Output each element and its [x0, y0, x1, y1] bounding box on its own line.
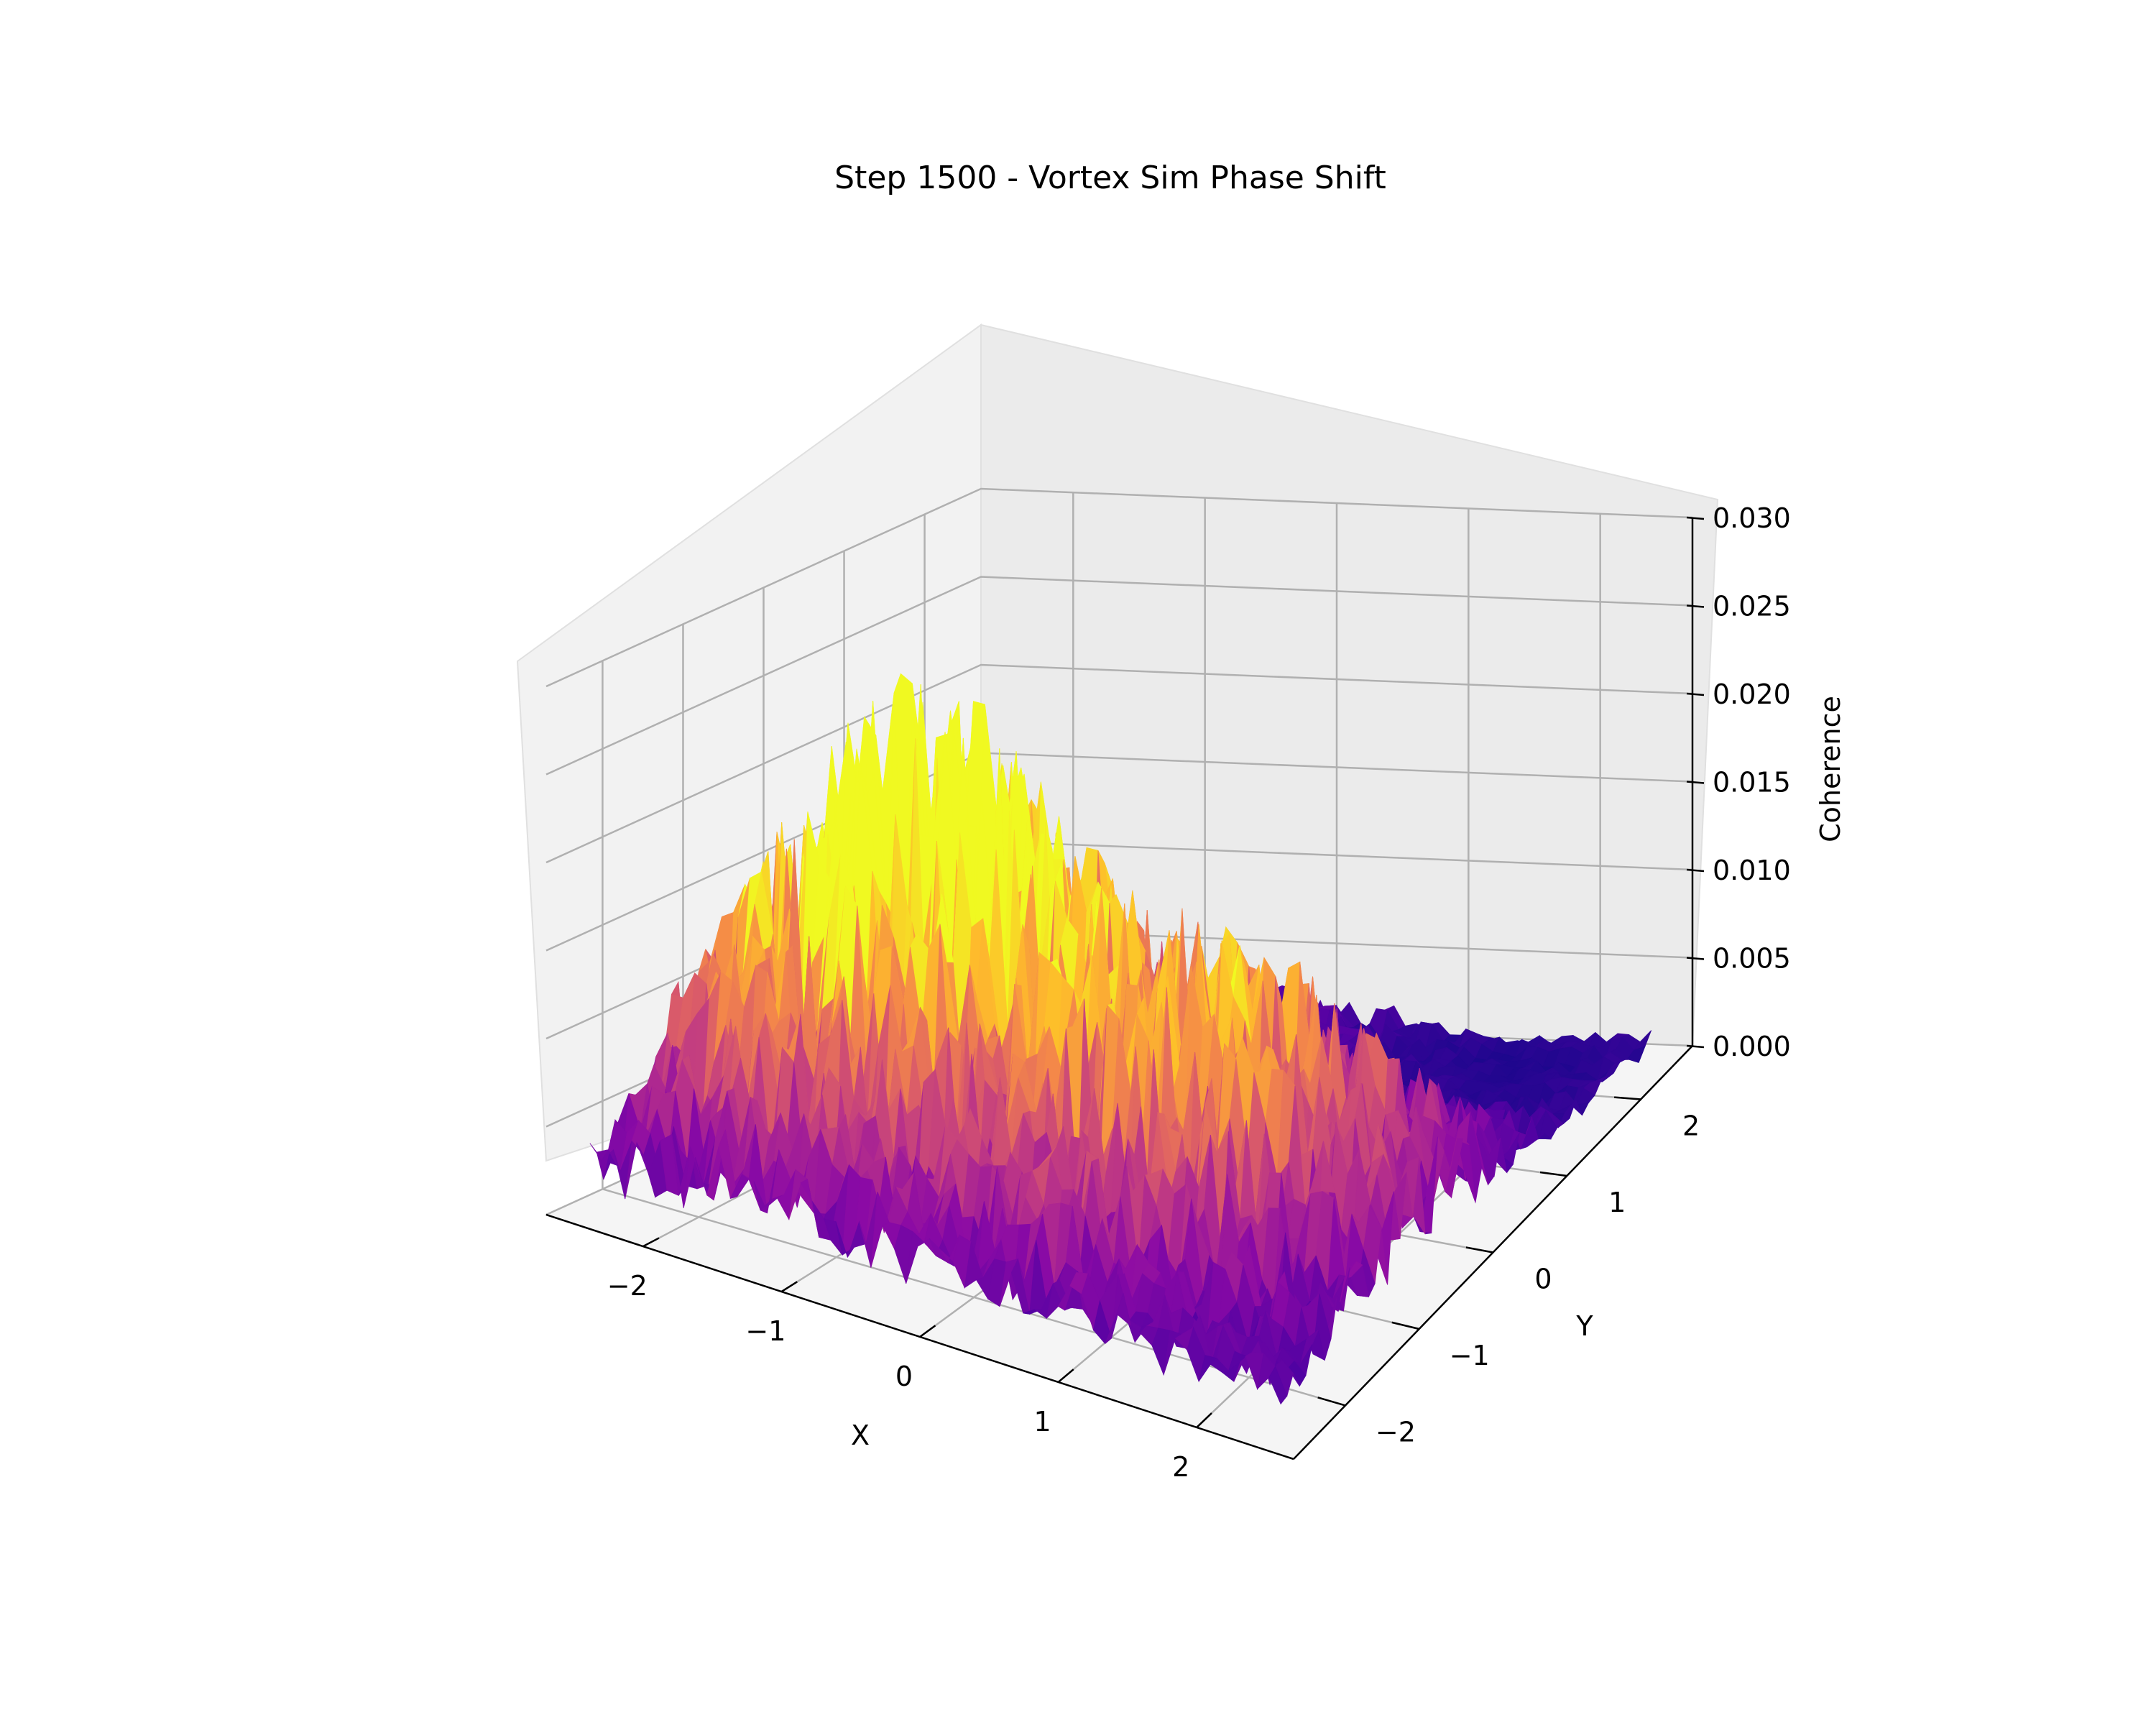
z-tick [1686, 781, 1705, 784]
y-tick [1317, 1397, 1346, 1407]
chart-title: Step 1500 - Vortex Sim Phase Shift [834, 160, 1386, 196]
y-tick [1391, 1321, 1420, 1330]
z-tick [1686, 1044, 1705, 1049]
x-tick [780, 1281, 798, 1293]
x-tick-label: −1 [745, 1315, 786, 1347]
z-axis-label: Coherence [1815, 696, 1846, 842]
x-tick-label: 2 [1172, 1451, 1189, 1483]
z-tick [1686, 868, 1705, 873]
y-tick [1465, 1246, 1493, 1254]
surface-plot [589, 673, 1652, 1405]
z-tick-label: 0.020 [1713, 678, 1791, 710]
z-gridline [545, 576, 1693, 776]
y-tick [1614, 1096, 1641, 1100]
z-tick [1686, 692, 1705, 696]
z-gridline [545, 663, 1693, 864]
x-tick-label: −2 [607, 1270, 648, 1302]
axes: −2 −1 0 1 2 −2 −1 0 1 2 0.000 0.005 0.010 0.015 0.020 0… [545, 502, 1791, 1483]
z-tick [1686, 604, 1705, 608]
x-tick-label: 0 [895, 1361, 913, 1392]
y-tick-label: 1 [1608, 1187, 1626, 1218]
surface-cell [1268, 1366, 1288, 1405]
y-tick-label: 2 [1682, 1110, 1700, 1142]
z-tick-label: 0.005 [1713, 943, 1791, 975]
y-axis-label: Y [1575, 1310, 1593, 1342]
x-tick [1057, 1368, 1074, 1383]
y-tick-label: −2 [1376, 1416, 1416, 1448]
z-tick-label: 0.015 [1713, 767, 1791, 799]
z-tick [1686, 516, 1705, 520]
x-tick-label: 1 [1033, 1406, 1051, 1438]
z-tick-label: 0.000 [1713, 1031, 1791, 1062]
z-tick [1686, 957, 1705, 960]
x-tick [919, 1325, 936, 1338]
z-tick-label: 0.010 [1713, 855, 1791, 886]
y-tick-label: 0 [1534, 1264, 1552, 1295]
z-gridline [545, 487, 1693, 688]
x-tick [642, 1237, 660, 1248]
x-axis-label: X [851, 1420, 870, 1451]
z-tick-label: 0.025 [1713, 591, 1791, 622]
y-tick [1539, 1171, 1567, 1177]
z-tick-label: 0.030 [1713, 502, 1791, 534]
y-tick-label: −1 [1450, 1340, 1490, 1371]
x-tick [1196, 1412, 1212, 1428]
